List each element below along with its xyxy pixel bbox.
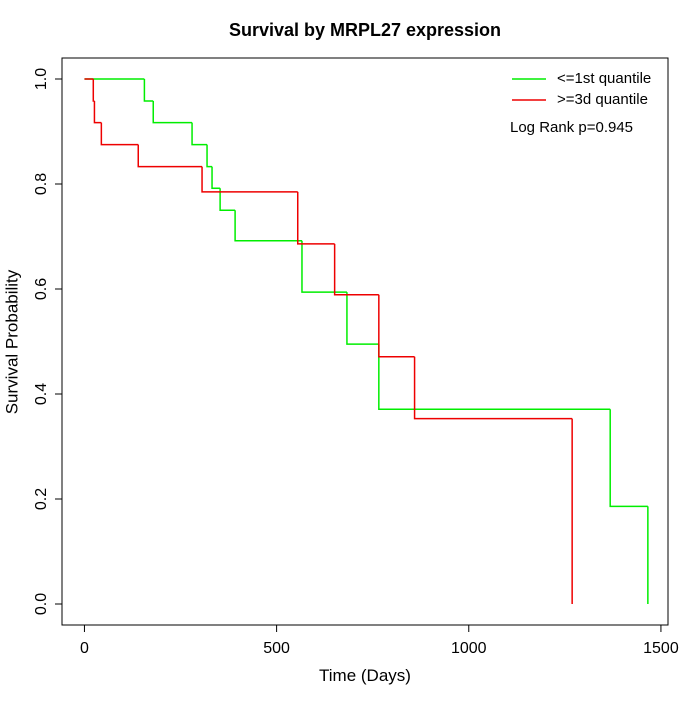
survival-step (301, 240, 347, 293)
survival-step (137, 144, 203, 168)
survival-step (413, 356, 573, 420)
survival-step (296, 191, 335, 245)
survival-step (100, 122, 139, 146)
legend-label: >=3d quantile (557, 91, 648, 108)
y-tick-label: 0.4 (33, 383, 50, 405)
survival-step (191, 122, 208, 146)
survival-step (378, 294, 415, 358)
survival-step (609, 409, 648, 508)
survival-step (211, 166, 221, 189)
y-tick-label: 0.0 (33, 593, 50, 615)
x-tick-label: 1000 (451, 640, 487, 657)
survival-step (93, 101, 102, 124)
plot-frame (61, 57, 669, 626)
survival-step (378, 344, 611, 410)
survival-step (143, 79, 154, 102)
survival-step (346, 292, 379, 345)
y-tick-label: 0.8 (33, 173, 50, 195)
legend-label: <=1st quantile (557, 70, 651, 87)
y-tick-label: 1.0 (33, 68, 50, 90)
x-tick-label: 1500 (643, 640, 679, 657)
survival-step (92, 79, 95, 102)
y-axis-label: Survival Probability (2, 269, 21, 414)
x-tick-label: 0 (80, 640, 89, 657)
survival-step (201, 166, 298, 193)
survival-step (206, 144, 213, 168)
annotation: Log Rank p=0.945 (510, 119, 633, 136)
x-tick-label: 500 (263, 640, 290, 657)
survival-step (219, 188, 236, 211)
x-axis-label: Time (Days) (319, 666, 411, 685)
chart-title: Survival by MRPL27 expression (229, 20, 501, 40)
y-tick-label: 0.2 (33, 488, 50, 510)
y-tick-label: 0.6 (33, 278, 50, 300)
survival-step (234, 210, 302, 242)
survival-step (333, 243, 379, 296)
survival-step (152, 101, 193, 124)
